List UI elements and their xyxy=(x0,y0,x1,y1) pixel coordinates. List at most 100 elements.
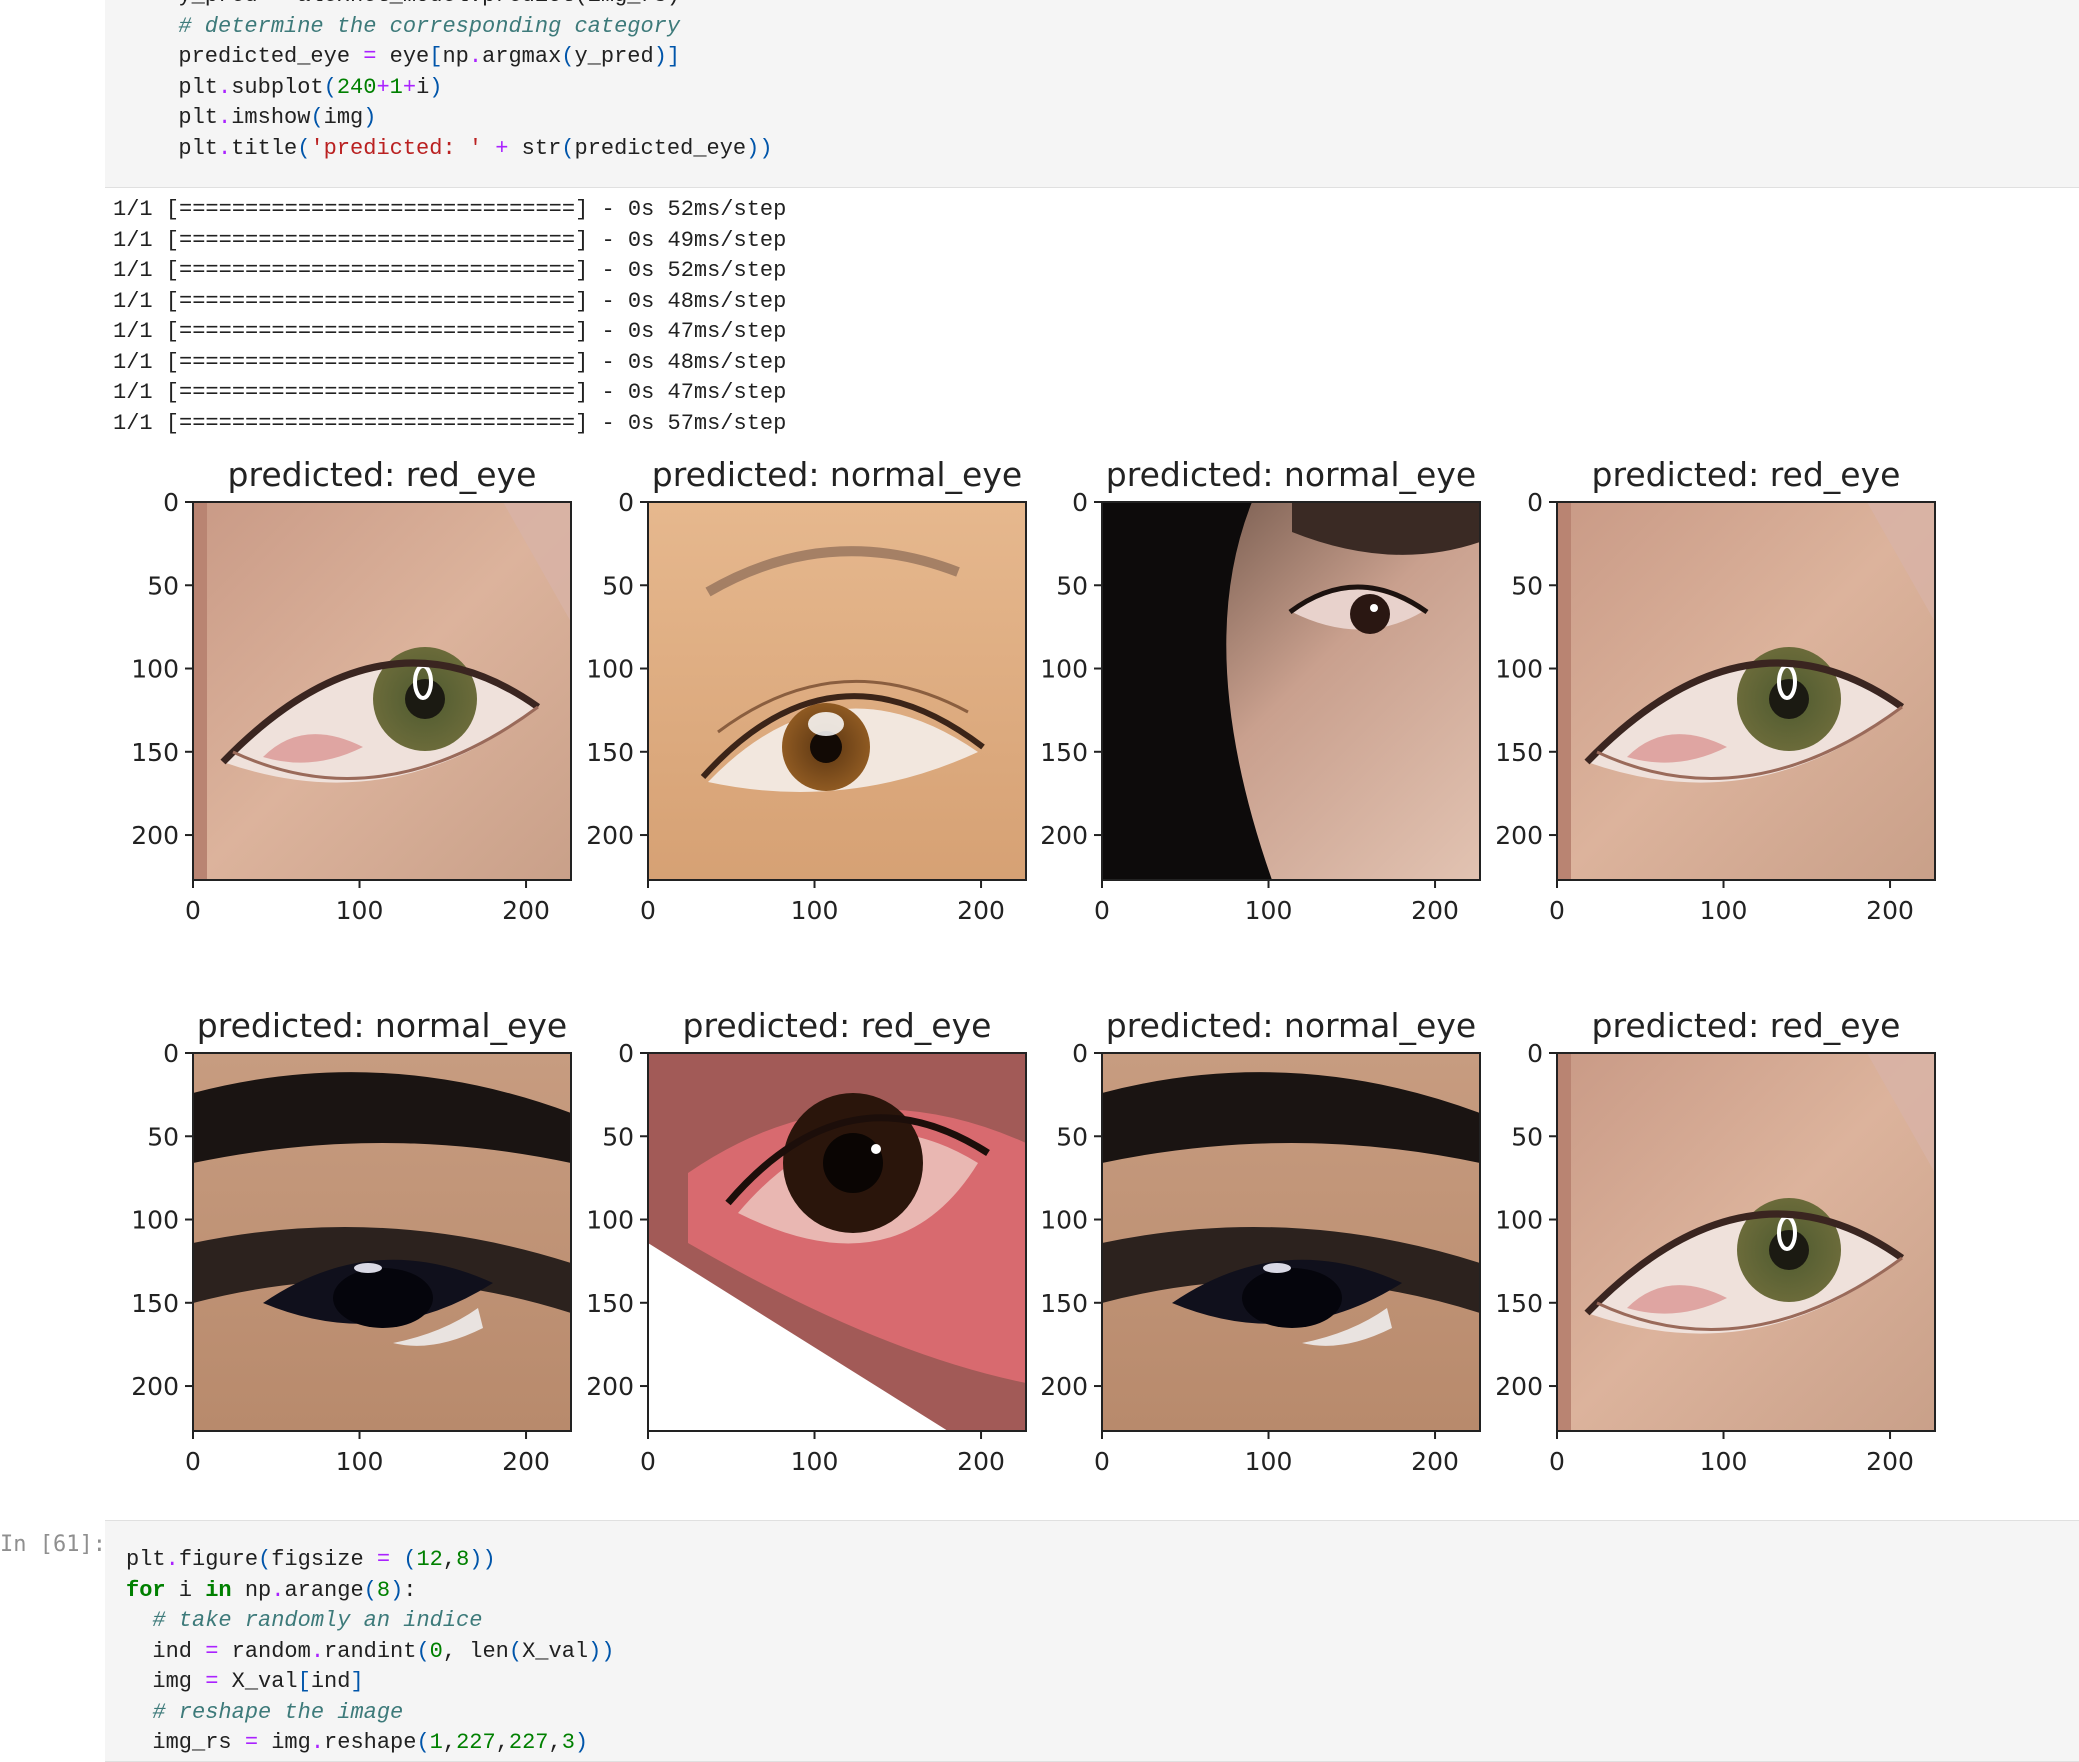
y-tick-label: 200 xyxy=(131,821,179,850)
subplot-title: predicted: normal_eye xyxy=(197,1006,567,1045)
y-tick-label: 100 xyxy=(1495,655,1543,684)
y-tick-label: 100 xyxy=(131,1206,179,1235)
log-line: 1/1 [==============================] - 0… xyxy=(113,349,787,375)
y-tick-label: 50 xyxy=(1511,1122,1543,1151)
code-line: img = X_val[ind] xyxy=(126,1669,364,1694)
x-tick-label: 200 xyxy=(502,896,550,925)
axes-frame xyxy=(192,1052,572,1432)
cell-output-log: 1/1 [==============================] - 0… xyxy=(113,195,786,439)
log-line: 1/1 [==============================] - 0… xyxy=(113,319,787,344)
y-tick-label: 50 xyxy=(1056,571,1088,600)
log-line: 1/1 [==============================] - 0… xyxy=(113,227,787,253)
y-tick-label: 0 xyxy=(1527,1039,1543,1068)
subplot-title: predicted: normal_eye xyxy=(1106,1006,1476,1045)
axes-frame xyxy=(1101,1052,1481,1432)
subplot: predicted: red_eye 0 50 100 150 200 0 100 200 xyxy=(586,1006,1027,1476)
y-tick-label: 100 xyxy=(1040,1206,1088,1235)
code-editor[interactable]: plt.figure(figsize = (12,8)) for i in np… xyxy=(126,1545,615,1759)
subplot-title: predicted: normal_eye xyxy=(1106,455,1476,494)
subplot: predicted: normal_eye 0 50 100 150 200 0 100 200 xyxy=(131,1006,572,1476)
y-tick-label: 50 xyxy=(147,1122,179,1151)
x-tick-label: 100 xyxy=(336,1447,384,1476)
y-tick-label: 100 xyxy=(131,655,179,684)
subplot-title: predicted: red_eye xyxy=(683,1006,992,1045)
y-tick-label: 100 xyxy=(1040,655,1088,684)
y-tick-label: 200 xyxy=(1040,1372,1088,1401)
code-editor[interactable]: y_pred = alexnet_model.predict(img_rs) #… xyxy=(152,0,773,164)
x-tick-label: 200 xyxy=(1866,1447,1914,1476)
log-line: 1/1 [==============================] - 0… xyxy=(113,197,787,222)
subplot: predicted: normal_eye 0 50 100 150 200 0 100 200 xyxy=(1040,455,1481,925)
y-tick-label: 0 xyxy=(1072,1039,1088,1068)
x-tick-label: 0 xyxy=(185,1447,201,1476)
y-tick-label: 150 xyxy=(1040,1289,1088,1318)
y-tick-label: 200 xyxy=(1040,821,1088,850)
x-tick-label: 100 xyxy=(1245,1447,1293,1476)
y-tick-label: 0 xyxy=(618,1039,634,1068)
y-tick-label: 0 xyxy=(163,488,179,517)
code-line: plt.title('predicted: ' + str(predicted_… xyxy=(152,135,773,161)
red-eye-photo xyxy=(1557,1053,1935,1431)
code-line: ind = random.randint(0, len(X_val)) xyxy=(126,1638,615,1664)
subplot-title: predicted: red_eye xyxy=(1592,455,1901,494)
code-cell-current[interactable]: plt.figure(figsize = (12,8)) for i in np… xyxy=(105,1520,2079,1762)
subplot: predicted: normal_eye 0 50 100 150 200 0 100 200 xyxy=(1040,1006,1481,1476)
log-line: 1/1 [==============================] - 0… xyxy=(113,380,787,405)
dark-hair-side-eye-photo xyxy=(1102,502,1480,880)
axes-frame xyxy=(192,501,572,881)
subplot: predicted: red_eye 0 50 100 150 200 0 100 200 xyxy=(1495,455,1936,925)
x-tick-label: 100 xyxy=(336,896,384,925)
y-tick-label: 200 xyxy=(1495,1372,1543,1401)
y-tick-label: 150 xyxy=(1495,1289,1543,1318)
cell-prompt: In [61]: xyxy=(0,1532,106,1557)
subplot: predicted: red_eye 0 50 100 150 200 0 100 200 xyxy=(1495,1006,1936,1476)
y-tick-label: 0 xyxy=(1527,488,1543,517)
y-tick-label: 200 xyxy=(131,1372,179,1401)
y-tick-label: 0 xyxy=(163,1039,179,1068)
x-tick-label: 0 xyxy=(1094,896,1110,925)
y-tick-label: 150 xyxy=(1495,738,1543,767)
subplot: predicted: normal_eye 0 50 100 150 200 0 100 200 xyxy=(586,455,1027,925)
axes-frame xyxy=(1556,501,1936,881)
log-line: 1/1 [==============================] - 0… xyxy=(113,410,787,436)
y-tick-label: 100 xyxy=(1495,1206,1543,1235)
subplot: predicted: red_eye 0 50 100 150 200 0 100 200 xyxy=(131,455,572,925)
x-tick-label: 200 xyxy=(1866,896,1914,925)
log-line: 1/1 [==============================] - 0… xyxy=(113,258,787,283)
eyebrow-brown-eye-photo xyxy=(648,502,1026,880)
axes-frame xyxy=(647,501,1027,881)
y-tick-label: 50 xyxy=(147,571,179,600)
x-tick-label: 0 xyxy=(640,896,656,925)
axes-frame xyxy=(1556,1052,1936,1432)
x-tick-label: 200 xyxy=(502,1447,550,1476)
subplot-title: predicted: red_eye xyxy=(228,455,537,494)
y-tick-label: 0 xyxy=(1072,488,1088,517)
y-tick-label: 200 xyxy=(586,1372,634,1401)
code-line: # take randomly an indice xyxy=(126,1608,483,1633)
y-tick-label: 150 xyxy=(131,738,179,767)
code-line: # determine the corresponding category xyxy=(152,13,681,39)
x-tick-label: 0 xyxy=(185,896,201,925)
y-tick-label: 100 xyxy=(586,655,634,684)
code-line: plt.figure(figsize = (12,8)) xyxy=(126,1547,496,1572)
y-tick-label: 150 xyxy=(586,1289,634,1318)
log-line: 1/1 [==============================] - 0… xyxy=(113,288,787,314)
y-tick-label: 200 xyxy=(586,821,634,850)
x-tick-label: 200 xyxy=(1411,1447,1459,1476)
code-line: y_pred = alexnet_model.predict(img_rs) xyxy=(152,0,680,8)
heavy-brow-dark-eye-photo xyxy=(1102,1053,1480,1431)
y-tick-label: 0 xyxy=(618,488,634,517)
x-tick-label: 0 xyxy=(1549,896,1565,925)
code-cell-previous[interactable]: y_pred = alexnet_model.predict(img_rs) #… xyxy=(105,0,2079,188)
x-tick-label: 200 xyxy=(1411,896,1459,925)
subplot-title: predicted: red_eye xyxy=(1592,1006,1901,1045)
y-tick-label: 200 xyxy=(1495,821,1543,850)
x-tick-label: 0 xyxy=(1549,1447,1565,1476)
y-tick-label: 50 xyxy=(602,1122,634,1151)
axes-frame xyxy=(647,1052,1027,1432)
x-tick-label: 100 xyxy=(1700,1447,1748,1476)
bloodshot-diagonal-eye-photo xyxy=(648,1053,1026,1431)
code-line: predicted_eye = eye[np.argmax(y_pred)] xyxy=(152,44,681,69)
red-eye-photo xyxy=(1557,502,1935,880)
